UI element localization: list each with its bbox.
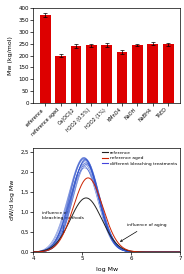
Bar	[101, 45, 112, 103]
Y-axis label: Mw (kg/mol): Mw (kg/mol)	[8, 36, 13, 75]
Bar	[55, 56, 66, 103]
X-axis label: log Mw: log Mw	[96, 267, 118, 272]
Bar	[71, 46, 81, 103]
Legend: reference, reference aged, different bleaching treatments: reference, reference aged, different ble…	[101, 150, 178, 167]
Text: influence of
bleaching methods: influence of bleaching methods	[42, 212, 84, 233]
Y-axis label: dW/d log Mw: dW/d log Mw	[10, 180, 15, 220]
Bar	[40, 15, 51, 103]
Bar	[148, 44, 158, 103]
Bar	[163, 44, 174, 103]
Bar	[132, 45, 143, 103]
Bar	[117, 52, 128, 103]
Bar	[86, 45, 97, 103]
Text: influence of aging: influence of aging	[121, 223, 167, 241]
